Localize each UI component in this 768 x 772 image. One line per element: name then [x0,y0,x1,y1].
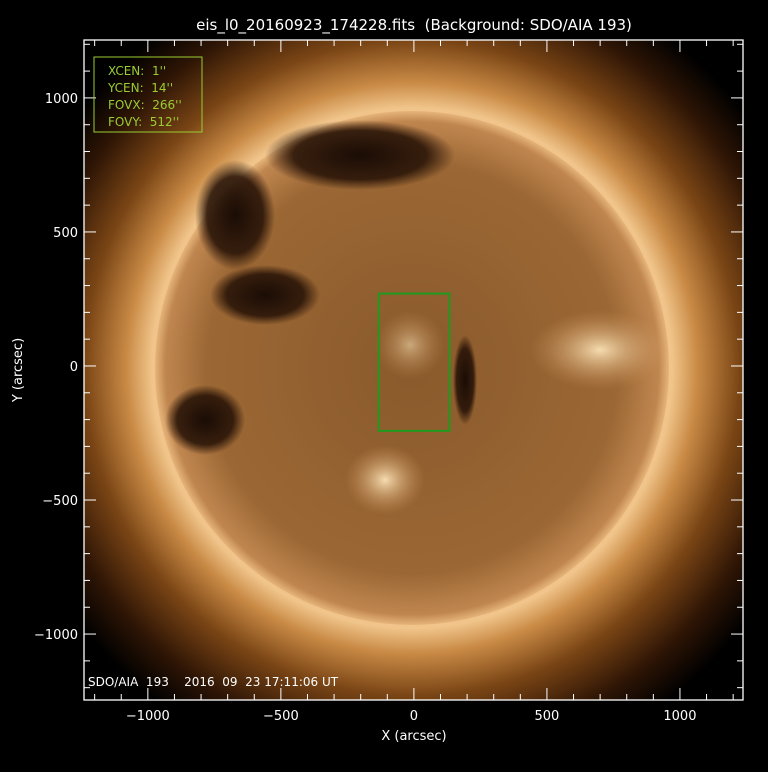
chart-title: eis_l0_20160923_174228.fits (Background:… [196,16,632,35]
y-tick-label: −1000 [34,628,78,643]
info-fovx: FOVX: 266'' [108,98,182,112]
coronal-hole [265,120,455,190]
active-region [375,310,445,380]
info-xcen: XCEN: 1'' [108,64,166,78]
coronal-hole [165,385,245,455]
x-tick-label: −1000 [126,709,170,724]
y-tick-label: 0 [70,360,78,375]
active-regions [345,310,670,515]
y-tick-label: 500 [53,226,78,241]
coronal-holes [165,120,477,455]
coronal-hole [195,160,275,270]
plot-axes: −1000 −500 0 500 1000 −1000 −500 0 500 1000 [34,39,744,724]
y-tick-label: −500 [42,494,78,509]
x-tick-label: 1000 [663,709,696,724]
info-box: XCEN: 1'' YCEN: 14'' FOVX: 266'' FOVY: 5… [93,56,203,133]
coronal-hole [453,335,477,425]
x-tick-label: 0 [410,709,418,724]
fov-rectangle [377,292,451,432]
info-fovy: FOVY: 512'' [108,115,179,129]
active-region [530,310,670,390]
info-ycen: YCEN: 14'' [107,81,173,95]
x-tick-label: 500 [535,709,560,724]
eis-fov-box [377,292,451,432]
info-box-border [93,56,203,133]
active-region [345,445,425,515]
image-caption: SDO/AIA 193 2016 09 23 17:11:06 UT [88,675,339,689]
coronal-hole [210,265,320,325]
y-axis-label: Y (arcsec) [11,338,26,403]
y-tick-label: 1000 [45,92,78,107]
x-axis-label: X (arcsec) [381,729,446,744]
x-tick-label: −500 [263,709,299,724]
